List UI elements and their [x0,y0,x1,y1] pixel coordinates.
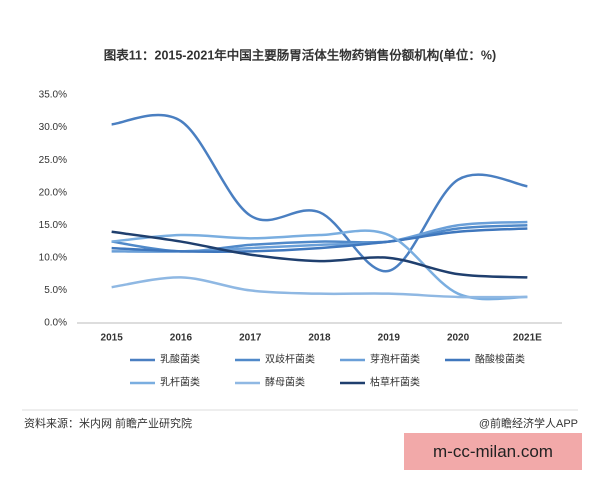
series-line [111,229,528,301]
x-tick-label: 2018 [308,333,331,344]
legend-label: 双歧杆菌类 [265,353,315,366]
series-line [111,227,528,253]
series-line [111,113,528,273]
series-line [111,276,528,299]
legend-label: 酪酸梭菌类 [475,353,525,366]
y-tick-label: 30.0% [39,122,67,133]
x-tick-label: 2019 [378,333,401,344]
y-tick-label: 5.0% [44,285,67,296]
legend-label: 乳杆菌类 [160,376,200,389]
chart-title: 图表11：2015-2021年中国主要肠胃活体生物药销售份额机构(单位：%) [104,47,496,62]
source: 资料来源：米内网 前瞻产业研究院 [24,416,192,430]
y-tick-label: 25.0% [39,155,67,166]
x-tick-label: 2021E [513,333,542,344]
series-line [111,230,528,279]
legend-label: 酵母菌类 [265,376,305,389]
y-tick-label: 10.0% [39,252,67,263]
x-tick-label: 2015 [101,333,124,344]
legend-label: 乳酸菌类 [160,353,200,366]
y-tick-label: 15.0% [39,220,67,231]
y-tick-label: 35.0% [39,90,67,101]
x-tick-label: 2020 [447,333,470,344]
watermark: m-cc-milan.com [404,433,582,470]
credit: @前瞻经济学人APP [479,416,578,430]
y-tick-label: 20.0% [39,187,67,198]
legend-label: 枯草杆菌类 [370,376,420,389]
x-tick-label: 2016 [170,333,193,344]
legend-label: 芽孢杆菌类 [370,353,420,366]
x-tick-label: 2017 [239,333,262,344]
y-tick-label: 0.0% [44,318,67,329]
